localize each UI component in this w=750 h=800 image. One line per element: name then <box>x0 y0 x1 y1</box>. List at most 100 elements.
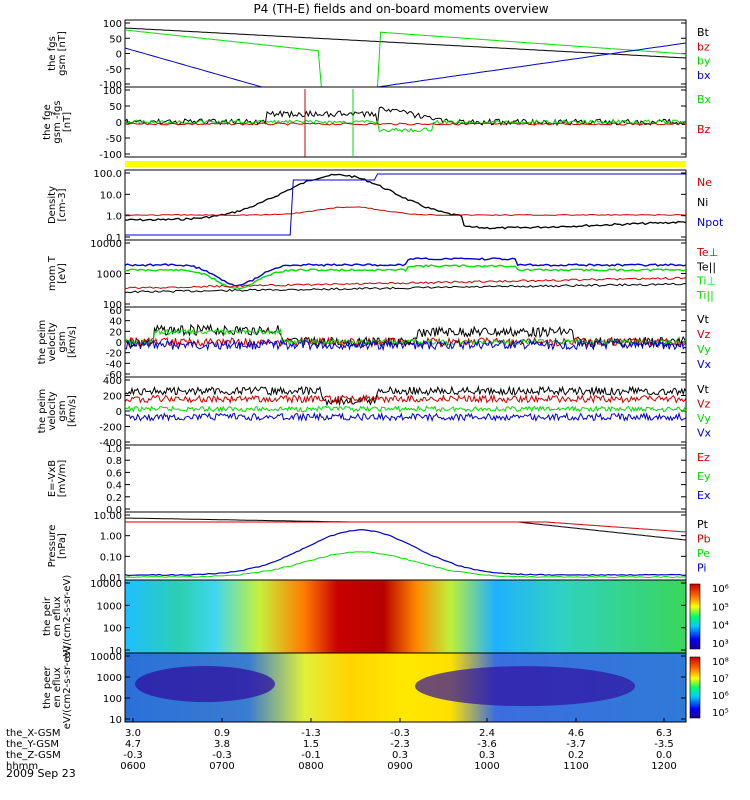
axis-row-value: 4.6 <box>568 728 584 739</box>
axis-row-value: -0.1 <box>301 750 321 761</box>
colorbar-label: 10⁶ <box>712 584 729 595</box>
spectrogram <box>125 580 686 653</box>
y-tick-label: 100 <box>103 19 122 30</box>
legend-Ne: Ne <box>697 176 712 189</box>
y-tick-label: 0 <box>116 407 122 418</box>
axis-row-name: the_Z-GSM <box>6 750 61 761</box>
y-tick-label: 10 <box>109 715 122 726</box>
y-tick-label: 0.1 <box>106 233 122 244</box>
y-tick-label: -50 <box>106 65 122 76</box>
axis-row-value: -0.3 <box>212 750 232 761</box>
y-tick-label: 100 <box>103 624 122 635</box>
series-Vx <box>124 338 687 352</box>
axis-row-value: -0.3 <box>390 728 410 739</box>
y-tick-label: 0.0 <box>106 505 122 516</box>
y-tick-label: 60 <box>109 306 122 317</box>
legend-Ex: Ex <box>697 489 711 502</box>
y-tick-label: 10000 <box>90 579 122 590</box>
axis-row-value: 3.8 <box>214 739 230 750</box>
y-axis-label: [nPa] <box>57 533 68 559</box>
y-axis-label: [nT] <box>62 112 73 132</box>
series-Vx <box>124 411 687 423</box>
axis-row-value: 1200 <box>651 761 676 772</box>
y-tick-label: 20 <box>109 327 122 338</box>
series-Te-par <box>124 257 687 287</box>
legend-Vx: Vx <box>697 427 712 440</box>
panel-frame <box>124 652 687 723</box>
legend-Npot: Npot <box>697 216 724 229</box>
legend-bz: bz <box>697 40 710 53</box>
series-Pt <box>124 517 687 541</box>
axis-row-value: 1100 <box>563 761 588 772</box>
series-Te-perp-b <box>124 282 687 294</box>
axis-row-value: 4.7 <box>125 739 141 750</box>
series-Bz <box>124 122 687 126</box>
legend-Pe: Pe <box>697 547 710 560</box>
panel-frame <box>124 376 687 446</box>
axis-row-value: 0.3 <box>392 750 408 761</box>
axis-row-value: -2.3 <box>390 739 410 750</box>
legend-Pi: Pi <box>697 562 706 575</box>
axis-row-name: hhmm <box>6 761 38 772</box>
panel-4: 10000 1000 100 mom T [eV] Te⊥Te|| Ti⊥Ti|| <box>47 239 718 311</box>
axis-row-name: the_Y-GSM <box>6 739 59 750</box>
y-tick-label: 40 <box>109 317 122 328</box>
y-tick-label: 1000 <box>97 601 122 612</box>
colorbar-label: 10⁷ <box>712 674 729 685</box>
y-tick-label: 10000 <box>90 239 122 250</box>
y-axis-label: eV/(cm2-s-sr-eV) <box>62 646 73 730</box>
colorbar <box>689 583 701 650</box>
panel-7: 1.00.80.6 0.40.20.0 E=-VxB [mV/m] Ez Ey Ex <box>47 444 711 516</box>
y-axis-label: the peim <box>37 389 48 434</box>
series-Bt <box>124 27 687 59</box>
y-tick-label: 0 <box>116 118 122 129</box>
axis-row-value: -1.3 <box>301 728 321 739</box>
series-by <box>124 29 687 88</box>
legend-Ez: Ez <box>697 451 710 464</box>
y-axis-label: [eV] <box>57 263 68 284</box>
y-tick-label: 1.0 <box>106 444 122 455</box>
legend-bx: bx <box>697 69 711 82</box>
colorbar-label: 10⁶ <box>712 691 729 702</box>
axis-row-value: 6.3 <box>656 728 672 739</box>
legend-Pb: Pb <box>697 533 711 546</box>
legend-Ti||: Ti|| <box>696 289 714 302</box>
y-axis-label: mom T <box>47 255 58 291</box>
y-tick-label: 0.2 <box>106 493 122 504</box>
axis-row-value: 0800 <box>298 761 323 772</box>
time-axis-labels: the_X-GSM 3.0 0.9 -1.3 -0.3 2.4 4.6 6.3 the_Y-GS… <box>6 718 677 772</box>
series-Bx <box>124 119 687 133</box>
series-Npot <box>125 173 686 236</box>
legend-Ey: Ey <box>697 470 711 483</box>
axis-row-name: the_X-GSM <box>6 728 60 739</box>
series-Vy <box>124 327 687 346</box>
series-Ti <box>124 264 687 290</box>
y-axis-label: [mV/m] <box>57 460 68 498</box>
y-axis-label: the peim <box>37 320 48 365</box>
y-tick-label: 10 <box>109 646 122 657</box>
y-tick-label: 0 <box>116 338 122 349</box>
legend-Te⊥: Te⊥ <box>696 246 718 259</box>
legend-Bz: Bz <box>697 123 711 136</box>
y-tick-label: -200 <box>99 423 122 434</box>
y-axis-label: en eflux <box>52 667 63 707</box>
legend-Vt: Vt <box>697 383 710 396</box>
y-axis-label: gsm [nT] <box>57 31 68 76</box>
y-tick-label: 0.6 <box>106 468 122 479</box>
spectrogram-low-band <box>135 666 275 703</box>
panel-3: 100.0 10.0 1.0 0.1 Density [cm-3] Ne Ni Npot <box>47 169 724 244</box>
y-tick-label: -60 <box>106 370 122 381</box>
y-tick-label: 200 <box>103 392 122 403</box>
y-axis-label: Pressure <box>47 525 58 568</box>
legend-Pt: Pt <box>697 518 709 531</box>
y-axis-label: velocity <box>47 322 58 361</box>
date-label: 2009 Sep 23 <box>6 767 76 780</box>
y-tick-label: 100 <box>103 300 122 311</box>
y-tick-label: 10.0 <box>100 190 122 201</box>
y-tick-label: 100 <box>103 694 122 705</box>
y-tick-label: 1.00 <box>100 532 122 543</box>
y-tick-label: -100 <box>99 80 122 91</box>
spectrogram-low-band <box>415 666 635 707</box>
